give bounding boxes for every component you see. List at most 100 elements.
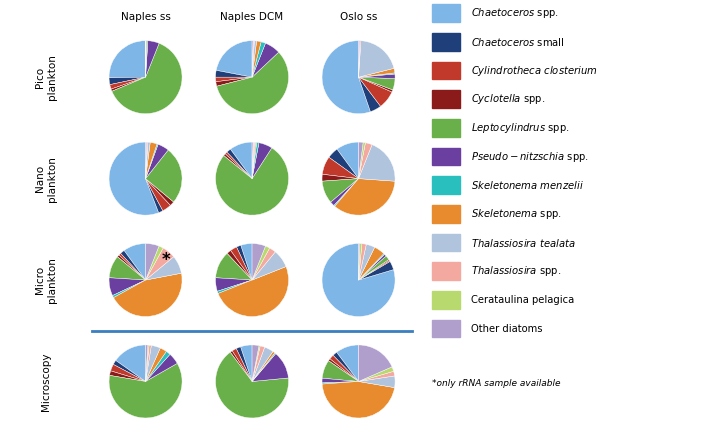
Wedge shape [146, 345, 151, 381]
Wedge shape [252, 142, 259, 179]
Wedge shape [252, 41, 261, 77]
Wedge shape [112, 280, 146, 298]
Wedge shape [322, 381, 395, 418]
Wedge shape [146, 348, 166, 381]
Wedge shape [359, 254, 386, 280]
Wedge shape [252, 246, 270, 280]
Wedge shape [146, 354, 178, 381]
Wedge shape [146, 142, 157, 179]
Wedge shape [252, 41, 256, 77]
Wedge shape [252, 345, 259, 381]
Wedge shape [114, 273, 182, 317]
Wedge shape [217, 280, 252, 293]
Wedge shape [146, 243, 159, 280]
Text: $\it{Thalassiosira\ tealata}$: $\it{Thalassiosira\ tealata}$ [471, 236, 577, 249]
Wedge shape [252, 142, 254, 179]
Wedge shape [252, 142, 256, 179]
Text: Cerataulina pelagica: Cerataulina pelagica [471, 295, 574, 305]
Wedge shape [359, 77, 393, 92]
Wedge shape [252, 41, 253, 77]
Wedge shape [218, 267, 288, 317]
Wedge shape [146, 144, 158, 179]
Bar [432, 320, 460, 337]
Wedge shape [359, 142, 363, 179]
Wedge shape [116, 345, 146, 381]
Wedge shape [331, 179, 359, 206]
Wedge shape [252, 41, 253, 77]
Wedge shape [117, 255, 146, 280]
Bar [432, 148, 460, 165]
Wedge shape [333, 352, 359, 381]
Wedge shape [252, 142, 253, 179]
Text: Oslo ss: Oslo ss [340, 12, 377, 22]
Wedge shape [252, 41, 254, 77]
Bar [432, 4, 460, 22]
Wedge shape [359, 74, 395, 78]
Wedge shape [146, 41, 147, 77]
Text: $\it{Chaetoceros}$ small: $\it{Chaetoceros}$ small [471, 36, 565, 48]
Wedge shape [337, 345, 359, 381]
Wedge shape [359, 41, 360, 77]
Wedge shape [146, 351, 170, 381]
Wedge shape [252, 252, 286, 280]
Text: Micro
plankton: Micro plankton [36, 257, 57, 303]
Wedge shape [359, 256, 389, 280]
Wedge shape [359, 77, 381, 112]
Wedge shape [114, 360, 146, 381]
Wedge shape [216, 278, 252, 292]
Wedge shape [359, 142, 366, 179]
Bar [432, 90, 460, 108]
Wedge shape [359, 41, 394, 77]
Wedge shape [146, 142, 151, 179]
Wedge shape [359, 244, 366, 280]
Wedge shape [359, 73, 395, 77]
Wedge shape [241, 243, 252, 280]
Wedge shape [216, 254, 252, 280]
Wedge shape [119, 254, 146, 280]
Text: Nano
plankton: Nano plankton [36, 156, 57, 202]
Text: Microscopy: Microscopy [41, 352, 51, 411]
Bar [432, 119, 460, 137]
Wedge shape [322, 179, 359, 202]
Wedge shape [359, 367, 393, 381]
Text: $\it{Chaetoceros}$ spp.: $\it{Chaetoceros}$ spp. [471, 6, 559, 20]
Wedge shape [359, 145, 395, 181]
Wedge shape [329, 359, 359, 381]
Wedge shape [359, 244, 375, 280]
Wedge shape [359, 41, 361, 77]
Wedge shape [236, 245, 252, 280]
Text: Pico
plankton: Pico plankton [36, 54, 57, 100]
Wedge shape [109, 142, 158, 215]
Wedge shape [109, 77, 146, 85]
Wedge shape [109, 41, 146, 78]
Wedge shape [217, 52, 288, 114]
Wedge shape [227, 250, 252, 280]
Wedge shape [337, 142, 359, 179]
Wedge shape [230, 351, 252, 381]
Text: Naples DCM: Naples DCM [221, 12, 283, 22]
Wedge shape [225, 152, 252, 179]
Wedge shape [322, 41, 371, 114]
Bar [432, 205, 460, 223]
Wedge shape [109, 371, 146, 381]
Wedge shape [359, 254, 385, 280]
Wedge shape [334, 179, 359, 206]
Wedge shape [322, 361, 359, 381]
Wedge shape [124, 243, 146, 280]
Wedge shape [146, 257, 182, 280]
Bar [432, 291, 460, 309]
Text: $\it{Pseudo-nitzschia}$ spp.: $\it{Pseudo-nitzschia}$ spp. [471, 149, 589, 164]
Wedge shape [109, 257, 146, 280]
Wedge shape [146, 142, 148, 179]
Wedge shape [146, 248, 174, 280]
Wedge shape [359, 243, 360, 280]
Wedge shape [252, 354, 288, 381]
Wedge shape [252, 42, 266, 77]
Wedge shape [252, 346, 260, 381]
Wedge shape [146, 179, 174, 206]
Wedge shape [146, 150, 182, 202]
Text: $\it{Skeletonema\ menzelii}$: $\it{Skeletonema\ menzelii}$ [471, 179, 584, 191]
Bar [432, 33, 460, 51]
Wedge shape [359, 77, 395, 90]
Wedge shape [146, 345, 148, 381]
